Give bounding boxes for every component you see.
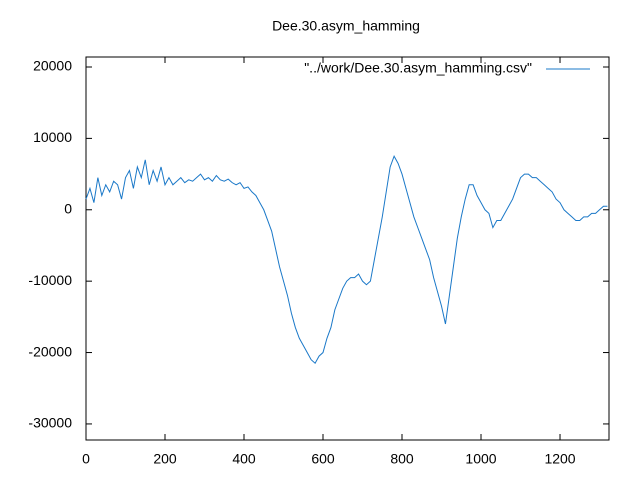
y-tick-label: -10000 — [28, 272, 72, 288]
chart-title: Dee.30.asym_hamming — [272, 18, 420, 34]
x-tick-label: 200 — [153, 451, 177, 467]
y-tick-label: 0 — [64, 200, 72, 216]
legend-label: "../work/Dee.30.asym_hamming.csv" — [304, 60, 532, 76]
y-tick-label: -30000 — [28, 415, 72, 431]
x-tick-label: 1200 — [544, 451, 575, 467]
x-tick-label: 0 — [82, 451, 90, 467]
x-tick-label: 1000 — [465, 451, 496, 467]
y-tick-label: 10000 — [33, 129, 72, 145]
y-tick-label: 20000 — [33, 58, 72, 74]
x-tick-label: 800 — [390, 451, 414, 467]
plot-border — [85, 56, 610, 441]
data-line — [85, 155, 608, 365]
y-tick-label: -20000 — [28, 343, 72, 359]
x-tick-label: 400 — [232, 451, 256, 467]
x-tick-label: 600 — [311, 451, 335, 467]
